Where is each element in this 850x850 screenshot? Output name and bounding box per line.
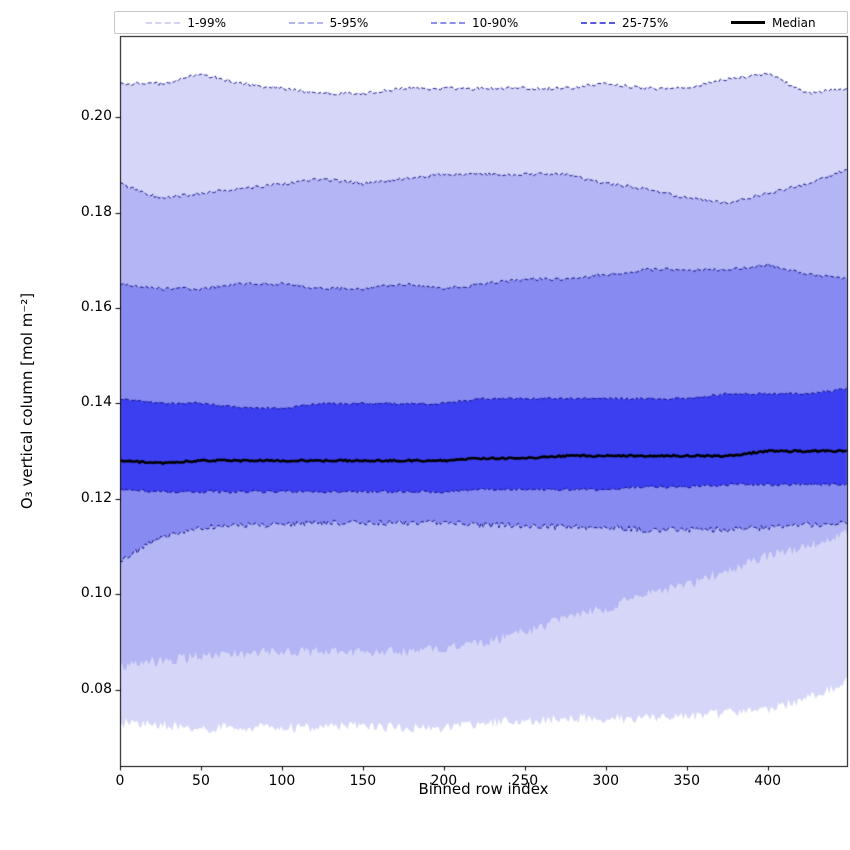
legend-item-25-75: 25-75%: [580, 15, 669, 30]
legend: 1-99% 5-95% 10-90% 25-75% Median: [114, 11, 848, 34]
x-axis-label: Binned row index: [418, 780, 549, 798]
y-axis-label: O₃ vertical column [mol m⁻²]: [18, 292, 36, 510]
legend-item-1-99: 1-99%: [146, 16, 226, 30]
legend-label-25-75: 25-75%: [621, 15, 669, 30]
dashed-line-1-99-icon: [146, 21, 181, 24]
legend-label-median: Median: [771, 15, 816, 30]
legend-label-10-90: 10-90%: [472, 15, 519, 30]
legend-item-5-95: 5-95%: [288, 15, 369, 30]
legend-item-10-90: 10-90%: [431, 16, 518, 30]
solid-line-median-icon: [730, 21, 765, 24]
dashed-line-10-90-icon: [431, 21, 465, 24]
dashed-line-5-95-icon: [288, 21, 323, 24]
dashed-line-25-75-icon: [580, 21, 615, 24]
legend-label-5-95: 5-95%: [329, 15, 369, 30]
legend-item-median: Median: [730, 15, 816, 30]
legend-label-1-99: 1-99%: [187, 15, 226, 30]
